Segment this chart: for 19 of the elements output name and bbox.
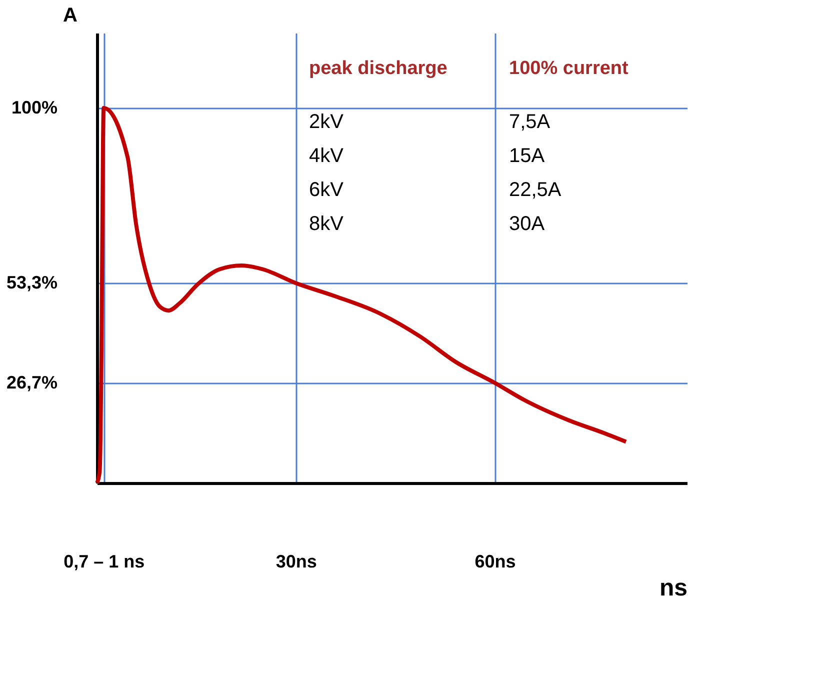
annotation: 4kV <box>309 145 344 167</box>
x-tick-label: 30ns <box>276 552 317 572</box>
annotation: 15A <box>509 145 546 167</box>
y-tick-label: 53,3% <box>6 272 58 293</box>
annotation: peak discharge <box>309 58 448 79</box>
annotation: 22,5A <box>509 179 562 201</box>
annotation: 2kV <box>309 111 344 133</box>
annotation: 30A <box>509 213 546 235</box>
x-axis-title: ns <box>659 574 688 602</box>
y-axis-title: A <box>63 4 78 26</box>
annotation: 6kV <box>309 179 344 201</box>
annotation: 8kV <box>309 213 344 235</box>
y-tick-label: 26,7% <box>6 372 58 392</box>
y-tick-label: 100% <box>11 98 58 118</box>
annotation: 100% current <box>509 58 630 79</box>
annotation: 7,5A <box>509 111 551 133</box>
line-series <box>95 106 628 485</box>
x-tick-label: 0,7 – 1 ns <box>64 552 145 572</box>
x-tick-label: 60ns <box>474 552 516 572</box>
